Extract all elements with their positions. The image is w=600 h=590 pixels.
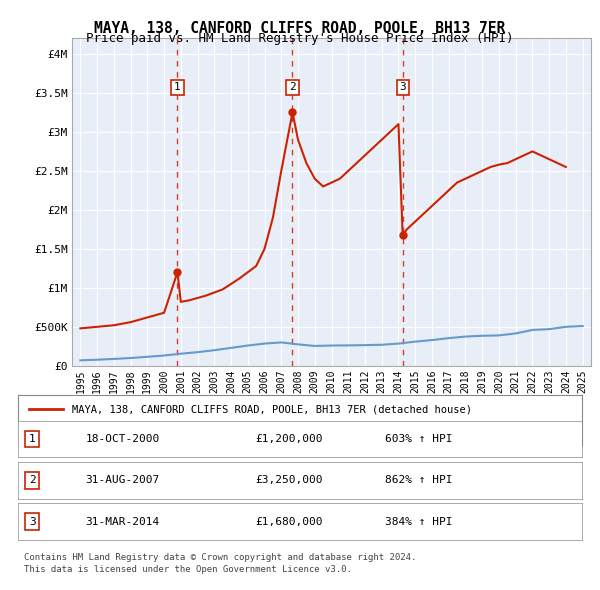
Text: 3: 3 bbox=[399, 83, 406, 93]
Text: £3,250,000: £3,250,000 bbox=[255, 476, 322, 485]
Text: 31-AUG-2007: 31-AUG-2007 bbox=[86, 476, 160, 485]
Text: 603% ↑ HPI: 603% ↑ HPI bbox=[385, 434, 452, 444]
Text: £1,680,000: £1,680,000 bbox=[255, 517, 322, 526]
Text: MAYA, 138, CANFORD CLIFFS ROAD, POOLE, BH13 7ER (detached house): MAYA, 138, CANFORD CLIFFS ROAD, POOLE, B… bbox=[71, 404, 472, 414]
Text: 2: 2 bbox=[29, 476, 35, 485]
Text: 1: 1 bbox=[174, 83, 181, 93]
Text: Price paid vs. HM Land Registry's House Price Index (HPI): Price paid vs. HM Land Registry's House … bbox=[86, 32, 514, 45]
Text: 384% ↑ HPI: 384% ↑ HPI bbox=[385, 517, 452, 526]
Text: 31-MAR-2014: 31-MAR-2014 bbox=[86, 517, 160, 526]
Text: 18-OCT-2000: 18-OCT-2000 bbox=[86, 434, 160, 444]
Text: 2: 2 bbox=[289, 83, 296, 93]
Text: 1: 1 bbox=[29, 434, 35, 444]
Text: 3: 3 bbox=[29, 517, 35, 526]
Text: £1,200,000: £1,200,000 bbox=[255, 434, 322, 444]
Text: Contains HM Land Registry data © Crown copyright and database right 2024.: Contains HM Land Registry data © Crown c… bbox=[24, 553, 416, 562]
Text: HPI: Average price, detached house, Bournemouth Christchurch and Poole: HPI: Average price, detached house, Bour… bbox=[71, 428, 509, 438]
Text: 862% ↑ HPI: 862% ↑ HPI bbox=[385, 476, 452, 485]
Text: This data is licensed under the Open Government Licence v3.0.: This data is licensed under the Open Gov… bbox=[24, 565, 352, 574]
Text: MAYA, 138, CANFORD CLIFFS ROAD, POOLE, BH13 7ER: MAYA, 138, CANFORD CLIFFS ROAD, POOLE, B… bbox=[94, 21, 506, 35]
